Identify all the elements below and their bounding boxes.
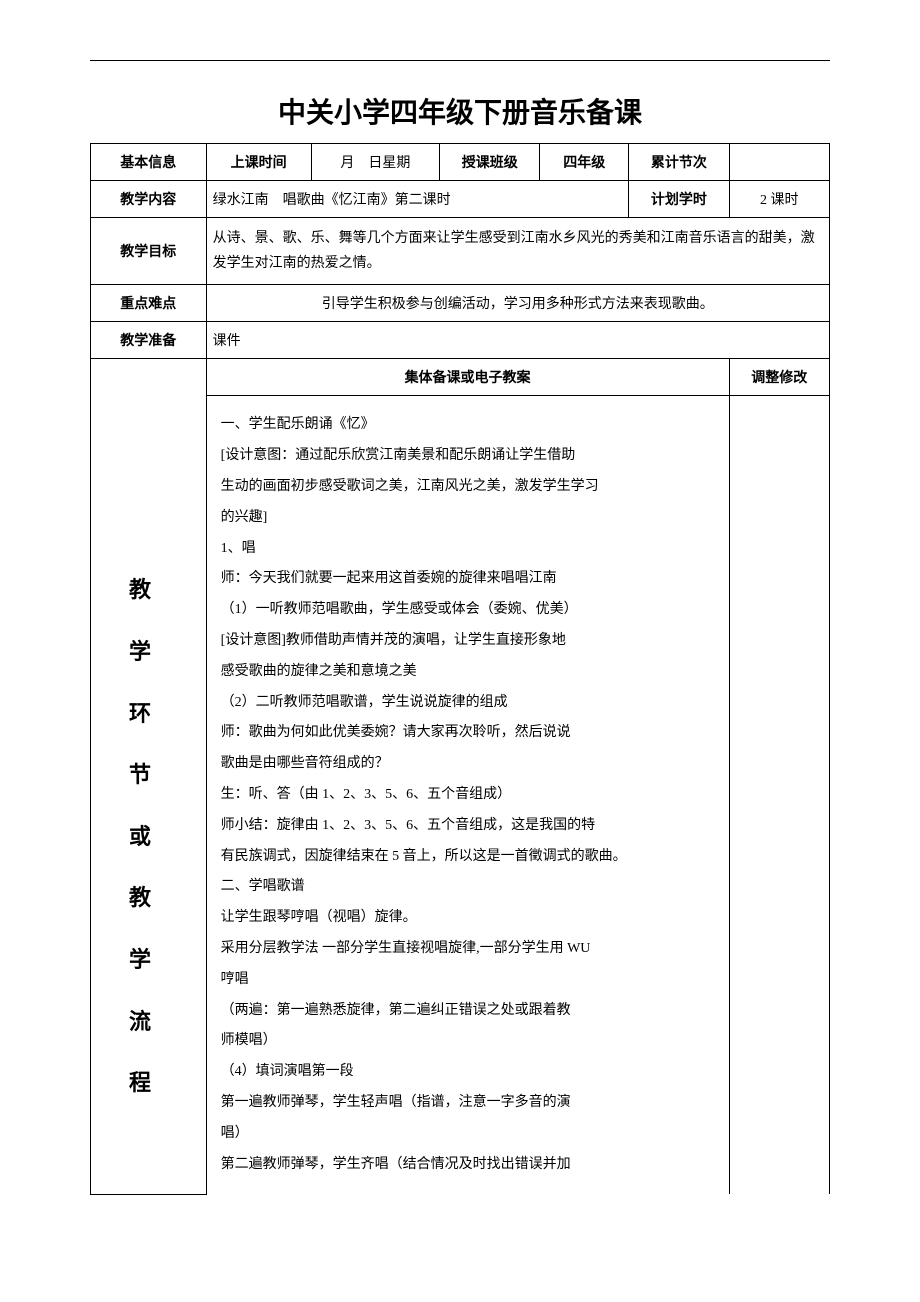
key-difficulty-label: 重点难点 bbox=[91, 285, 207, 322]
class-label: 授课班级 bbox=[440, 144, 540, 181]
key-difficulty-value: 引导学生积极参与创编活动，学习用多种形式方法来表现歌曲。 bbox=[206, 285, 829, 322]
teaching-content-value: 绿水江南 唱歌曲《忆江南》第二课时 bbox=[206, 181, 629, 218]
teaching-prep-row: 教学准备 课件 bbox=[91, 322, 830, 359]
class-value: 四年级 bbox=[540, 144, 629, 181]
top-rule bbox=[90, 60, 830, 61]
process-label: 教学环节或教学流程 bbox=[91, 359, 207, 1194]
basic-info-row: 基本信息 上课时间 月 日星期 授课班级 四年级 累计节次 bbox=[91, 144, 830, 181]
teaching-goal-row: 教学目标 从诗、景、歌、乐、舞等几个方面来让学生感受到江南水乡风光的秀美和江南音… bbox=[91, 218, 830, 285]
planned-hours-label: 计划学时 bbox=[629, 181, 729, 218]
teaching-content-label: 教学内容 bbox=[91, 181, 207, 218]
key-difficulty-row: 重点难点 引导学生积极参与创编活动，学习用多种形式方法来表现歌曲。 bbox=[91, 285, 830, 322]
teaching-goal-value: 从诗、景、歌、乐、舞等几个方面来让学生感受到江南水乡风光的秀美和江南音乐语言的甜… bbox=[206, 218, 829, 285]
class-time-label: 上课时间 bbox=[206, 144, 311, 181]
adjust-content bbox=[729, 396, 829, 1194]
teaching-goal-label: 教学目标 bbox=[91, 218, 207, 285]
adjust-header: 调整修改 bbox=[729, 359, 829, 396]
planned-hours-value: 2 课时 bbox=[729, 181, 829, 218]
total-sessions-label: 累计节次 bbox=[629, 144, 729, 181]
lesson-plan-table: 基本信息 上课时间 月 日星期 授课班级 四年级 累计节次 教学内容 绿水江南 … bbox=[90, 143, 830, 1195]
total-sessions-value bbox=[729, 144, 829, 181]
teaching-content-row: 教学内容 绿水江南 唱歌曲《忆江南》第二课时 计划学时 2 课时 bbox=[91, 181, 830, 218]
page-title: 中关小学四年级下册音乐备课 bbox=[90, 91, 830, 131]
lesson-content: 一、学生配乐朗诵《忆》[设计意图：通过配乐欣赏江南美景和配乐朗诵让学生借助生动的… bbox=[206, 396, 729, 1194]
teaching-prep-label: 教学准备 bbox=[91, 322, 207, 359]
teaching-prep-value: 课件 bbox=[206, 322, 829, 359]
section-header-row: 教学环节或教学流程 集体备课或电子教案 调整修改 bbox=[91, 359, 830, 396]
basic-info-label: 基本信息 bbox=[91, 144, 207, 181]
section-header: 集体备课或电子教案 bbox=[206, 359, 729, 396]
date-value: 月 日星期 bbox=[311, 144, 439, 181]
